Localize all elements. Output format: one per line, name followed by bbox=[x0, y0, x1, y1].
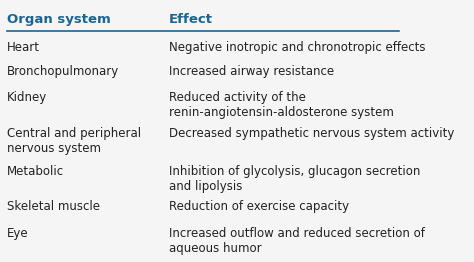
Text: Reduced activity of the
renin-angiotensin-aldosterone system: Reduced activity of the renin-angiotensi… bbox=[169, 91, 394, 119]
Text: Increased airway resistance: Increased airway resistance bbox=[169, 66, 334, 78]
Text: Reduction of exercise capacity: Reduction of exercise capacity bbox=[169, 200, 349, 214]
Text: Kidney: Kidney bbox=[7, 91, 47, 104]
Text: Skeletal muscle: Skeletal muscle bbox=[7, 200, 100, 214]
Text: Organ system: Organ system bbox=[7, 13, 110, 26]
Text: Heart: Heart bbox=[7, 41, 40, 54]
Text: Decreased sympathetic nervous system activity: Decreased sympathetic nervous system act… bbox=[169, 127, 455, 140]
Text: Metabolic: Metabolic bbox=[7, 165, 64, 178]
Text: Increased outflow and reduced secretion of
aqueous humor: Increased outflow and reduced secretion … bbox=[169, 227, 425, 255]
Text: Negative inotropic and chronotropic effects: Negative inotropic and chronotropic effe… bbox=[169, 41, 426, 54]
Text: Eye: Eye bbox=[7, 227, 28, 241]
Text: Central and peripheral
nervous system: Central and peripheral nervous system bbox=[7, 127, 141, 155]
Text: Bronchopulmonary: Bronchopulmonary bbox=[7, 66, 119, 78]
Text: Inhibition of glycolysis, glucagon secretion
and lipolysis: Inhibition of glycolysis, glucagon secre… bbox=[169, 165, 420, 193]
Text: Effect: Effect bbox=[169, 13, 213, 26]
